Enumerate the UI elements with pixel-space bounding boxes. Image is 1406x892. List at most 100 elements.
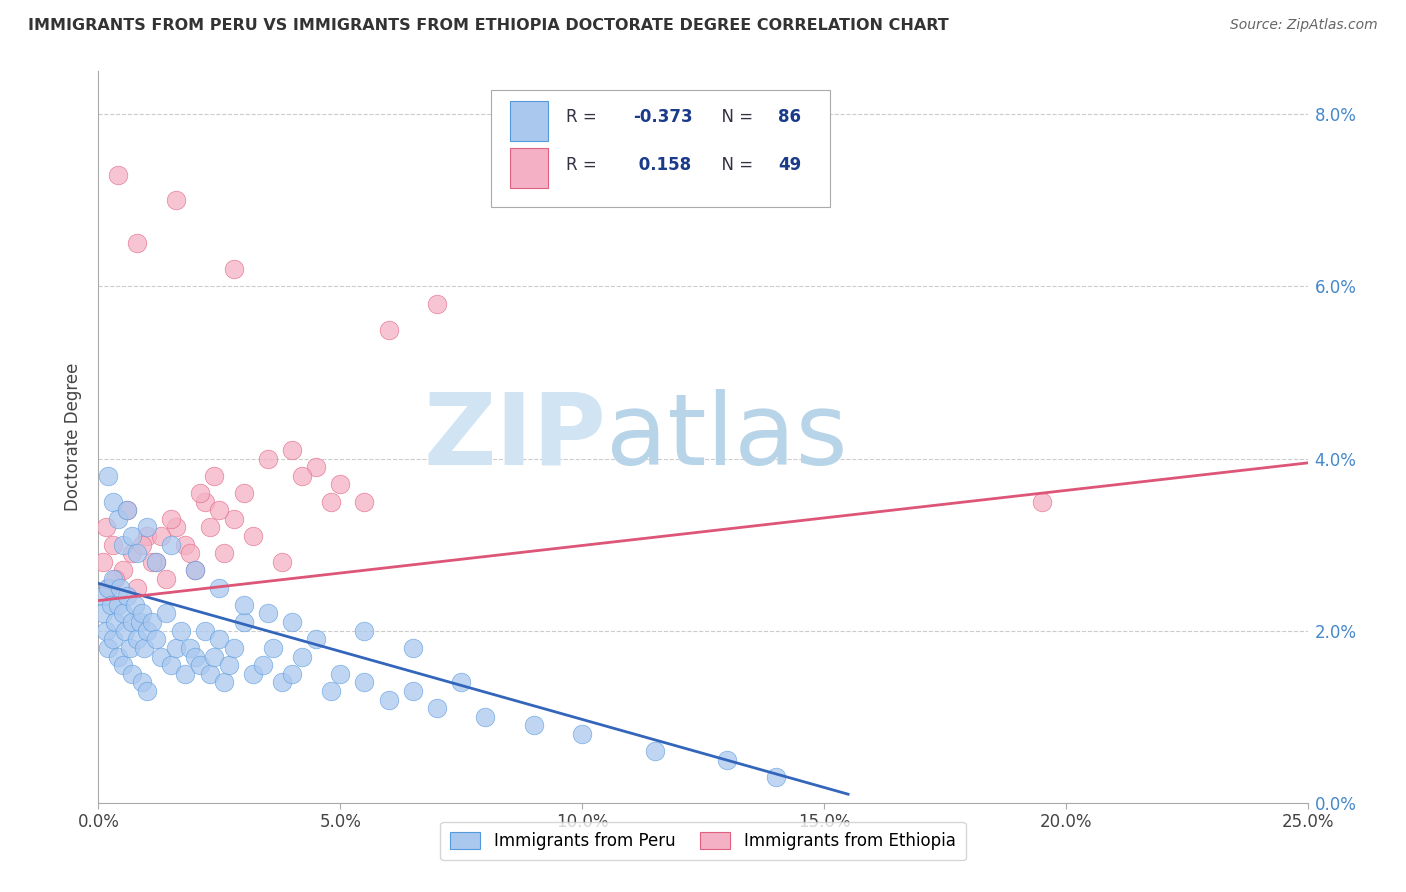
Point <box>242 666 264 681</box>
Point <box>184 564 207 578</box>
Point <box>281 666 304 681</box>
Point <box>165 640 187 655</box>
Point <box>174 538 197 552</box>
Point <box>232 615 254 629</box>
Point <box>135 520 157 534</box>
Point <box>121 615 143 629</box>
Point <box>145 555 167 569</box>
Point <box>571 727 593 741</box>
Bar <box>509 148 548 188</box>
Point <box>212 546 235 560</box>
Point <box>127 632 149 647</box>
Point <box>135 529 157 543</box>
Point <box>450 675 472 690</box>
Text: Source: ZipAtlas.com: Source: ZipAtlas.com <box>1230 18 1378 32</box>
Text: atlas: atlas <box>606 389 848 485</box>
Point <box>329 666 352 681</box>
Point <box>97 581 120 595</box>
Point <box>319 684 342 698</box>
Point <box>117 503 139 517</box>
Point <box>100 598 122 612</box>
Text: R =: R = <box>567 108 602 126</box>
Point <box>111 658 134 673</box>
Point <box>194 624 217 638</box>
Point <box>179 640 201 655</box>
Point <box>128 615 150 629</box>
Point <box>111 607 134 621</box>
Point <box>94 624 117 638</box>
Point <box>165 520 187 534</box>
Point <box>114 624 136 638</box>
Point <box>124 598 146 612</box>
Point <box>101 494 124 508</box>
Point <box>165 194 187 208</box>
Text: IMMIGRANTS FROM PERU VS IMMIGRANTS FROM ETHIOPIA DOCTORATE DEGREE CORRELATION CH: IMMIGRANTS FROM PERU VS IMMIGRANTS FROM … <box>28 18 949 33</box>
Point <box>141 555 163 569</box>
Point <box>184 649 207 664</box>
Point <box>97 468 120 483</box>
Point <box>242 529 264 543</box>
Point <box>474 710 496 724</box>
Point <box>94 520 117 534</box>
Point <box>305 460 328 475</box>
Point <box>222 640 245 655</box>
Text: 0.158: 0.158 <box>633 156 690 174</box>
Point <box>252 658 274 673</box>
Point <box>155 607 177 621</box>
Point <box>256 451 278 466</box>
Point <box>145 632 167 647</box>
Point <box>150 529 173 543</box>
Point <box>377 692 399 706</box>
Point <box>121 666 143 681</box>
Point <box>212 675 235 690</box>
Point <box>111 538 134 552</box>
Point <box>262 640 284 655</box>
Point <box>402 684 425 698</box>
Point <box>305 632 328 647</box>
Point <box>160 658 183 673</box>
Point <box>188 658 211 673</box>
Point <box>108 581 131 595</box>
Legend: Immigrants from Peru, Immigrants from Ethiopia: Immigrants from Peru, Immigrants from Et… <box>440 822 966 860</box>
Point <box>377 322 399 336</box>
Point <box>104 572 127 586</box>
Point <box>107 598 129 612</box>
FancyBboxPatch shape <box>492 90 830 207</box>
Point <box>329 477 352 491</box>
Point <box>198 666 221 681</box>
Point <box>135 624 157 638</box>
Point <box>107 168 129 182</box>
Point <box>281 615 304 629</box>
Point <box>135 684 157 698</box>
Point <box>402 640 425 655</box>
Text: R =: R = <box>567 156 602 174</box>
Point <box>127 581 149 595</box>
Point <box>101 632 124 647</box>
Point <box>208 503 231 517</box>
Point <box>290 468 312 483</box>
Point <box>160 538 183 552</box>
Point <box>222 512 245 526</box>
Point <box>222 262 245 277</box>
Point <box>131 538 153 552</box>
Point <box>1031 494 1053 508</box>
Point <box>716 753 738 767</box>
Point <box>121 529 143 543</box>
Point <box>97 581 120 595</box>
Point <box>101 572 124 586</box>
Point <box>353 494 375 508</box>
Point <box>271 675 294 690</box>
Text: N =: N = <box>711 156 759 174</box>
Point <box>208 632 231 647</box>
Point <box>204 649 226 664</box>
Point <box>97 640 120 655</box>
Point <box>353 675 375 690</box>
Point <box>104 615 127 629</box>
Point <box>184 564 207 578</box>
Point <box>118 640 141 655</box>
Text: N =: N = <box>711 108 759 126</box>
Point <box>644 744 666 758</box>
Point <box>169 624 191 638</box>
Text: ZIP: ZIP <box>423 389 606 485</box>
Text: -0.373: -0.373 <box>633 108 693 126</box>
